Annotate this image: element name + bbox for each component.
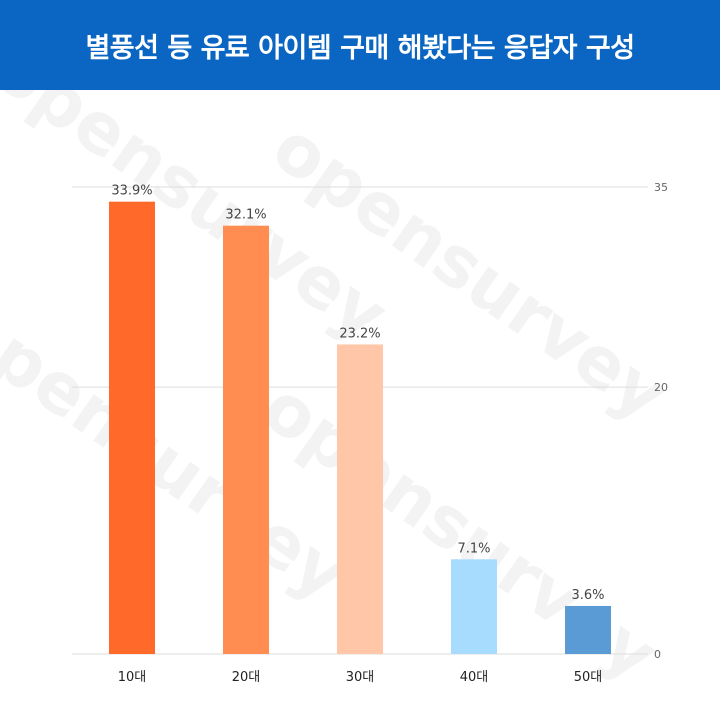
- x-tick-label: 20대: [232, 670, 261, 685]
- x-tick-label: 40대: [460, 670, 489, 685]
- bar: [223, 225, 269, 655]
- bar: [451, 559, 497, 654]
- y-tick-label: 20: [654, 381, 668, 394]
- y-tick-label: 0: [654, 648, 661, 661]
- x-tick-label: 50대: [574, 670, 603, 685]
- bar: [565, 605, 611, 654]
- x-tick-label: 10대: [118, 670, 147, 685]
- data-label: 7.1%: [457, 541, 490, 556]
- data-label: 3.6%: [571, 588, 604, 603]
- page-title: 별풍선 등 유료 아이템 구매 해봤다는 응답자 구성: [85, 32, 635, 64]
- data-label: 23.2%: [339, 326, 380, 341]
- header-banner: 별풍선 등 유료 아이템 구매 해봤다는 응답자 구성: [0, 0, 720, 90]
- bar-chart: 0 20 35 33.9% 10대 32.1% 20대 23.2% 30대 7.1% 40대 3.6%…: [72, 181, 668, 685]
- data-label: 33.9%: [111, 184, 152, 199]
- x-tick-label: 30대: [346, 670, 375, 685]
- y-tick-label: 35: [654, 181, 668, 194]
- data-label: 32.1%: [225, 208, 266, 223]
- bar: [337, 344, 383, 654]
- bar: [109, 201, 155, 655]
